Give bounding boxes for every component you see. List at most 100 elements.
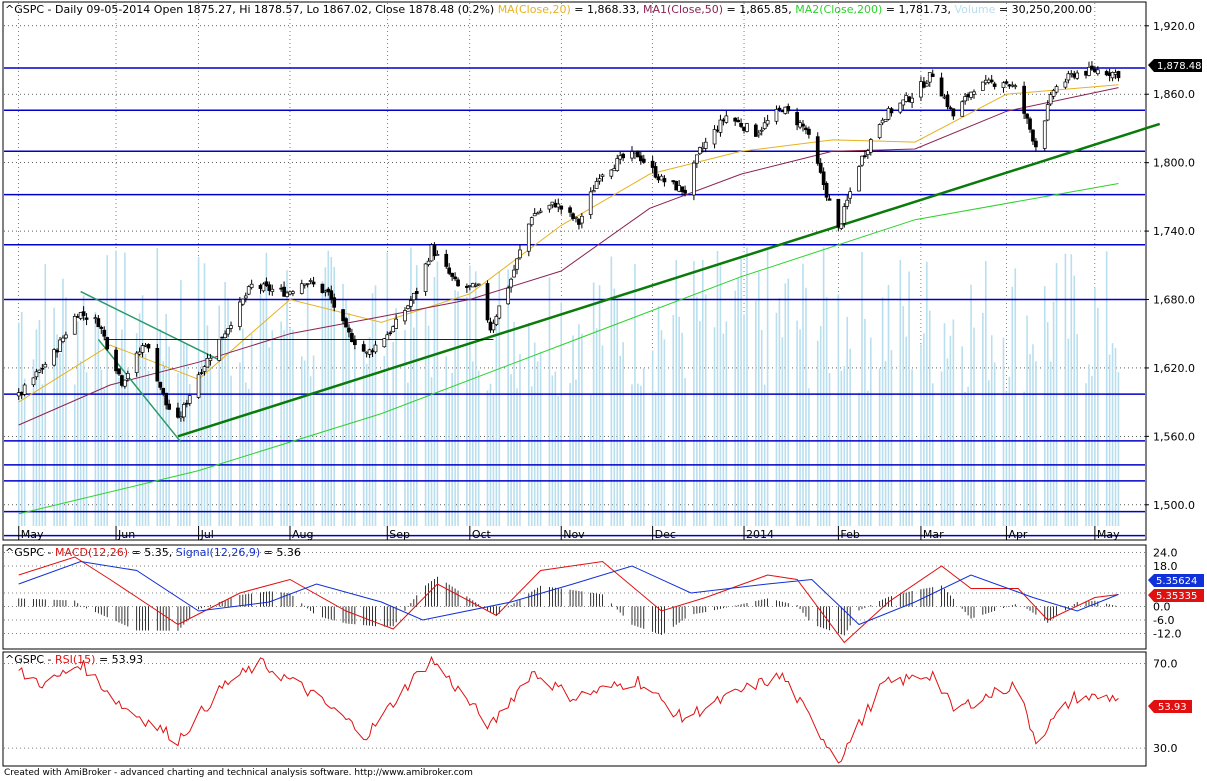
price-bar-body xyxy=(64,334,68,339)
price-bar-body xyxy=(99,326,104,329)
price-bar-body xyxy=(264,281,269,287)
price-bar-body xyxy=(827,198,832,201)
price-bar-body xyxy=(836,198,841,228)
price-bar-body xyxy=(52,349,56,366)
price-bar-body xyxy=(868,139,873,153)
price-bar-body xyxy=(860,155,864,166)
price-bar-body xyxy=(411,293,416,301)
price-bar-body xyxy=(320,283,325,294)
price-bar-body xyxy=(140,345,145,353)
price-bar-body xyxy=(361,344,366,352)
price-bar-body xyxy=(529,217,534,226)
price-bar-body xyxy=(674,180,679,191)
price-bar-body xyxy=(939,77,944,97)
price-bar-body xyxy=(158,381,163,388)
footer-credit: Created with AmiBroker - advanced charti… xyxy=(4,768,473,778)
price-bar-body xyxy=(547,204,552,210)
rsi-header: ^GSPC - RSI(15) = 53.93 xyxy=(5,653,143,666)
header-period: Daily xyxy=(55,3,83,16)
price-bar-body xyxy=(388,332,393,335)
price-bar-body xyxy=(774,109,779,122)
price-bar-body xyxy=(715,129,720,132)
rsi-symbol: ^GSPC xyxy=(5,653,44,666)
price-bar-body xyxy=(980,81,985,91)
price-bar-body xyxy=(898,102,903,113)
price-panel-frame xyxy=(2,1,1147,541)
rsi-value-tag: 53.93 xyxy=(1148,700,1192,713)
price-bar-body xyxy=(518,249,522,259)
price-bar-body xyxy=(55,349,59,353)
price-bar-body xyxy=(19,391,24,396)
price-bar-body xyxy=(302,283,307,286)
volume-bars xyxy=(17,247,1120,526)
header-open: 1875.27 xyxy=(187,3,233,16)
month-label: Mar xyxy=(923,528,944,541)
price-bar-body xyxy=(550,201,555,206)
price-bar-body xyxy=(491,323,496,331)
macd-line xyxy=(18,556,1119,644)
price-bar-body xyxy=(1054,86,1059,93)
price-bar-body xyxy=(350,333,354,342)
price-bar-body xyxy=(515,258,519,270)
price-bar-body xyxy=(394,318,398,329)
last-price-tag-text: 1,878.48 xyxy=(1157,61,1202,72)
price-bar-body xyxy=(229,325,233,329)
price-bar-body xyxy=(901,99,906,106)
moving-average-line xyxy=(18,87,1119,426)
price-bar-body xyxy=(167,403,171,410)
header-lo: 1867.02 xyxy=(323,3,369,16)
price-bar-body xyxy=(568,207,572,213)
price-bar-body xyxy=(804,127,808,131)
price-bar-body xyxy=(863,155,867,157)
price-bar-body xyxy=(93,317,98,320)
price-bar-body xyxy=(187,395,192,404)
price-bar-body xyxy=(326,288,331,293)
price-bar-body xyxy=(72,316,77,335)
price-bar-body xyxy=(205,358,210,368)
price-bar-body xyxy=(353,339,357,346)
price-bar-body xyxy=(494,316,499,325)
price-bar-body xyxy=(246,286,251,295)
price-bar-body xyxy=(37,369,42,373)
macd-axis-label: -12.0 xyxy=(1153,628,1181,641)
header-hi: 1878.57 xyxy=(254,3,300,16)
header-close-label: Close xyxy=(375,3,405,16)
rsi-value-tag-text: 53.93 xyxy=(1158,702,1187,713)
price-bar-body xyxy=(164,392,169,406)
price-header: ^GSPC - Daily 09-05-2014 Open 1875.27, H… xyxy=(5,3,1092,16)
price-bar-body xyxy=(591,190,596,193)
price-bar-body xyxy=(497,305,502,319)
price-bar-body xyxy=(323,290,328,293)
price-bar-body xyxy=(677,185,682,192)
price-bar-body xyxy=(406,305,410,309)
price-bar-body xyxy=(288,291,292,295)
macd-lines xyxy=(18,556,1119,644)
price-bar-body xyxy=(1031,129,1035,142)
price-bar-body xyxy=(467,285,472,287)
rsi-value: = 53.93 xyxy=(99,653,143,666)
price-axis-label: 1,920.0 xyxy=(1153,20,1195,33)
price-bar-body xyxy=(960,101,965,117)
price-bar-body xyxy=(447,267,452,274)
price-bar-body xyxy=(223,333,227,339)
price-bar-body xyxy=(1107,72,1112,77)
price-bar-body xyxy=(697,147,702,155)
price-bar-body xyxy=(650,160,655,168)
price-bar-body xyxy=(621,153,625,159)
price-bar-body xyxy=(532,213,537,217)
price-bar-body xyxy=(261,283,266,292)
macd-value-tag: 5.35335 xyxy=(1148,589,1204,602)
price-bar-body xyxy=(724,115,729,123)
price-bar-body xyxy=(653,166,658,178)
price-bar-body xyxy=(857,166,861,192)
macd-axis-label: 0.0 xyxy=(1153,601,1171,614)
price-bar-body xyxy=(102,329,107,337)
price-bar-body xyxy=(780,110,785,113)
price-bar-body xyxy=(176,407,180,418)
price-bar-body xyxy=(202,366,207,372)
price-bar-body xyxy=(765,120,770,125)
trendlines xyxy=(80,122,1161,443)
price-bar-body xyxy=(600,174,605,177)
price-bar-body xyxy=(951,108,956,117)
